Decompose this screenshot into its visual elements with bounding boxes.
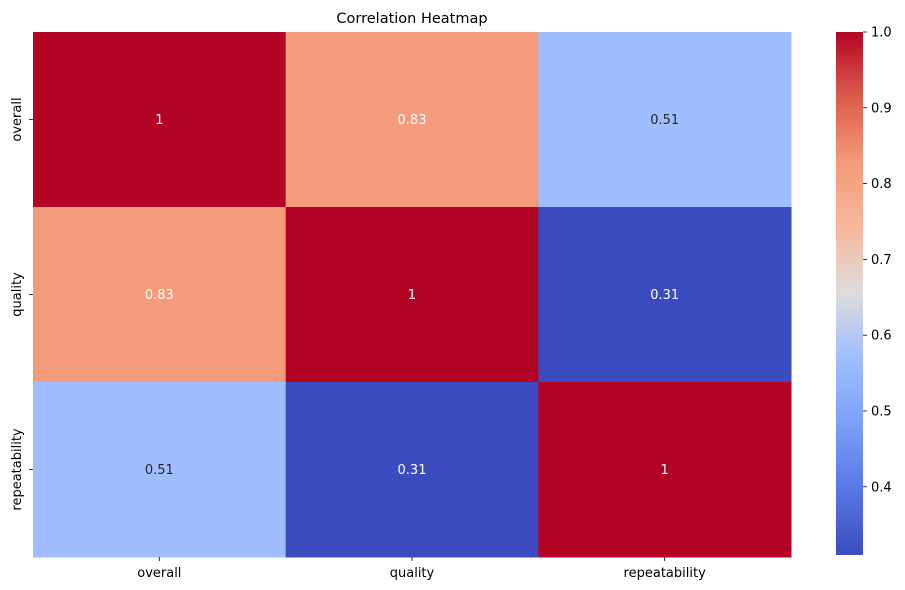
chart-title: Correlation Heatmap bbox=[336, 11, 487, 27]
y-tick-label: quality bbox=[10, 272, 25, 317]
y-tick-label: overall bbox=[10, 97, 25, 141]
heatmap-cell bbox=[33, 32, 287, 208]
colorbar-axis: 0.4 0.5 0.6 0.7 0.8 0.9 1.0 bbox=[863, 26, 892, 495]
cell-value-label: 0.83 bbox=[398, 113, 427, 128]
cell-value-label: 0.31 bbox=[650, 288, 679, 303]
cell-value-label: 1 bbox=[155, 113, 163, 128]
cell-value-label: 0.51 bbox=[650, 113, 679, 128]
colorbar-tick-label: 0.5 bbox=[871, 404, 892, 419]
cell-value-label: 1 bbox=[661, 463, 669, 478]
heatmap-cell bbox=[538, 207, 792, 383]
heatmap-cell bbox=[285, 207, 539, 383]
heatmap-cell bbox=[285, 382, 539, 558]
colorbar-tick-label: 0.4 bbox=[871, 480, 892, 495]
cell-value-label: 0.83 bbox=[145, 288, 174, 303]
heatmap-cell bbox=[285, 32, 539, 208]
colorbar-tick-label: 0.6 bbox=[871, 329, 892, 344]
colorbar-tick-label: 0.8 bbox=[871, 177, 892, 192]
colorbar-tick-label: 0.9 bbox=[871, 101, 892, 116]
heatmap-cell bbox=[33, 382, 287, 558]
heatmap-cell bbox=[33, 207, 287, 383]
cell-value-label: 0.51 bbox=[145, 463, 174, 478]
cell-value-label: 1 bbox=[408, 288, 416, 303]
heatmap-cells: 1 0.83 0.51 0.83 1 0.31 0.51 0.31 1 bbox=[33, 32, 792, 558]
colorbar bbox=[836, 32, 863, 555]
heatmap-cell bbox=[538, 382, 792, 558]
heatmap-cell bbox=[538, 32, 792, 208]
y-tick-label: repeatability bbox=[10, 428, 25, 511]
x-axis: overall quality repeatability bbox=[137, 557, 706, 581]
y-axis: overall quality repeatability bbox=[10, 97, 33, 511]
cell-value-label: 0.31 bbox=[398, 463, 427, 478]
x-tick-label: overall bbox=[137, 566, 181, 581]
x-tick-label: repeatability bbox=[624, 566, 707, 581]
colorbar-tick-label: 0.7 bbox=[871, 253, 892, 268]
x-tick-label: quality bbox=[390, 566, 435, 581]
colorbar-tick-label: 1.0 bbox=[871, 26, 892, 41]
